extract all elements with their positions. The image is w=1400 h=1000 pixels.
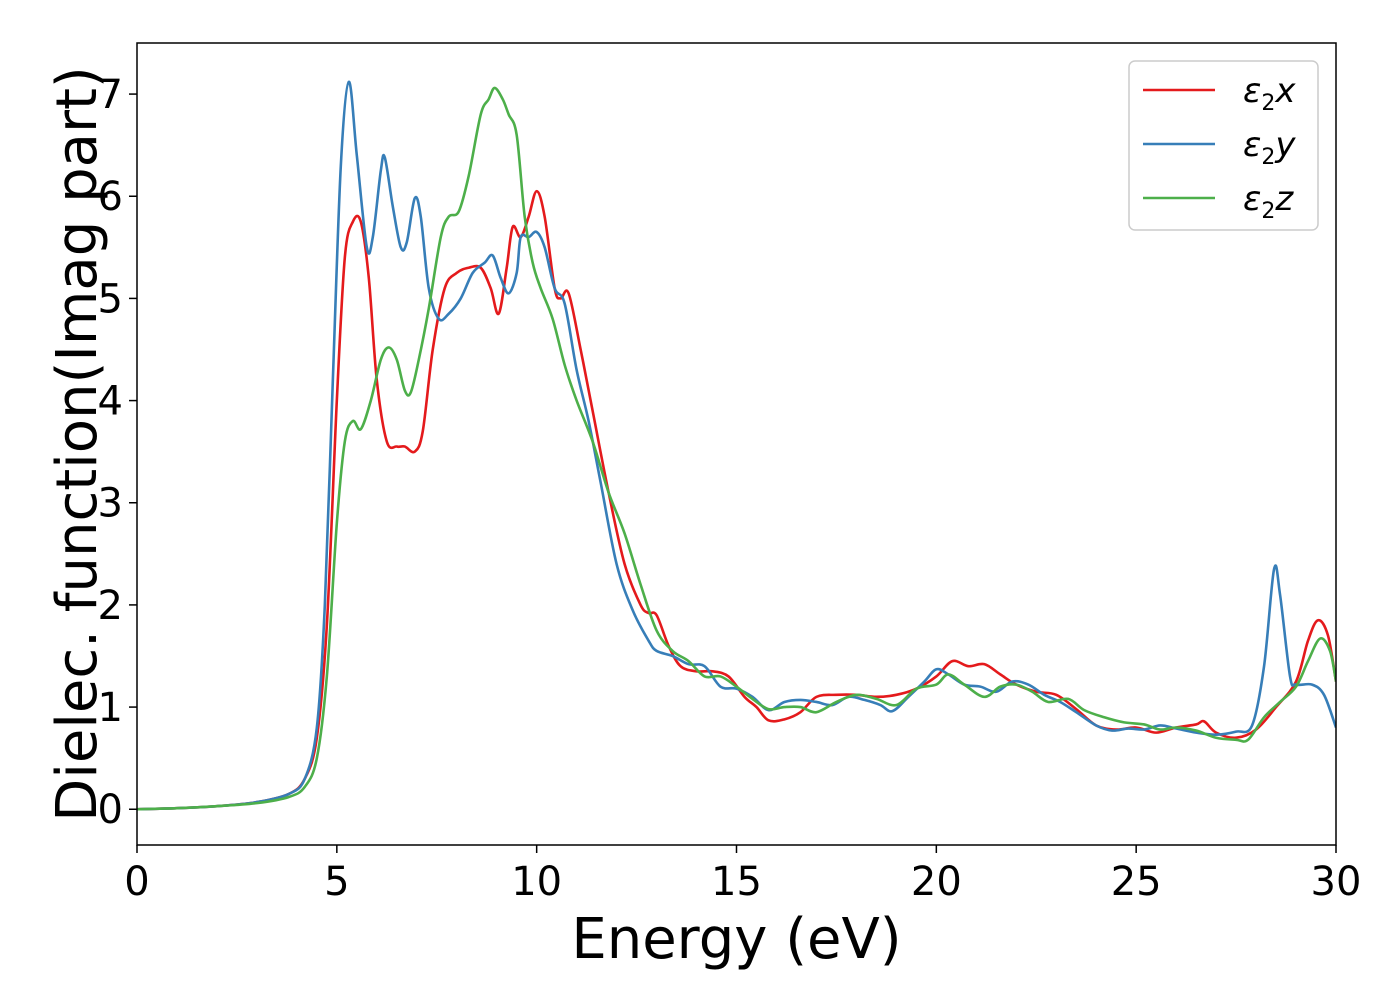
legend-label-z: ε2z [1243, 179, 1294, 224]
x-axis-title: Energy (eV) [571, 907, 901, 972]
legend-label-y: ε2y [1243, 125, 1296, 170]
series-line-y [137, 80, 1336, 811]
y-tick-label: 7 [98, 72, 123, 118]
y-axis-title: Dielec. function(Imag part) [45, 66, 110, 822]
x-tick-label: 5 [324, 859, 349, 905]
series-lines [137, 80, 1336, 811]
y-tick-label: 0 [98, 787, 123, 833]
y-tick-label: 2 [98, 583, 123, 629]
x-axis-ticks: 0 5 10 15 20 25 30 [124, 845, 1361, 905]
y-tick-label: 4 [98, 379, 123, 425]
x-tick-label: 0 [124, 859, 149, 905]
y-tick-label: 5 [98, 276, 123, 322]
x-tick-label: 10 [511, 859, 562, 905]
legend: ε2x ε2y ε2z [1128, 60, 1319, 231]
y-tick-label: 6 [98, 174, 123, 220]
x-tick-label: 15 [711, 859, 762, 905]
series-line-z [137, 86, 1336, 811]
x-tick-label: 30 [1311, 859, 1362, 905]
y-axis-ticks: 0 1 2 3 4 5 6 7 [98, 72, 137, 833]
y-tick-label: 3 [98, 481, 123, 527]
legend-box [1128, 60, 1319, 231]
legend-label-x: ε2x [1243, 71, 1296, 116]
y-tick-label: 1 [98, 685, 123, 731]
x-tick-label: 25 [1111, 859, 1162, 905]
x-tick-label: 20 [911, 859, 962, 905]
